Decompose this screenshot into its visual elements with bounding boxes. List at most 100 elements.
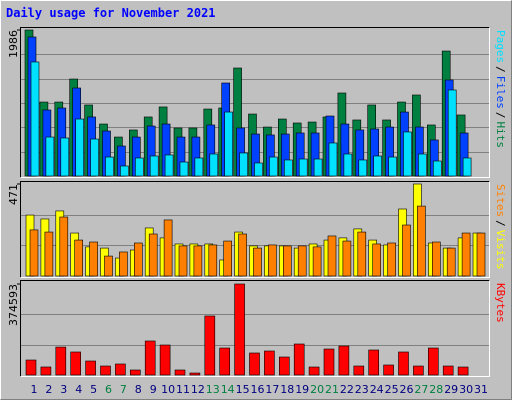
bar	[70, 351, 81, 376]
bar	[90, 138, 99, 177]
x-tick-label: 20	[310, 383, 324, 396]
bar	[209, 153, 219, 177]
legend: Pages / Files / Hits	[494, 30, 507, 148]
bar	[55, 346, 67, 376]
bar	[442, 365, 454, 376]
x-tick-label: 10	[161, 383, 175, 396]
x-tick-label: 15	[236, 383, 250, 396]
bar	[383, 364, 394, 376]
plot-border	[20, 280, 490, 377]
bar	[327, 235, 337, 277]
bar	[234, 283, 245, 376]
bar	[30, 61, 40, 177]
x-tick-label: 7	[120, 383, 127, 396]
x-tick-label: 13	[206, 383, 220, 396]
bar	[249, 352, 260, 376]
bar	[398, 351, 409, 376]
legend-entry: Sites	[494, 184, 507, 217]
plot-border	[20, 181, 490, 278]
bar	[283, 159, 293, 177]
bar	[297, 245, 307, 277]
bar	[40, 366, 52, 376]
x-tick-label: 28	[429, 383, 443, 396]
y-tick-label: 374593	[7, 284, 20, 326]
bar	[149, 155, 159, 177]
bar	[25, 359, 37, 376]
x-tick-label: 29	[444, 383, 458, 396]
bar	[189, 372, 201, 376]
bar	[268, 244, 277, 277]
bar	[372, 243, 382, 277]
plot-border	[20, 27, 490, 178]
x-tick-label: 8	[135, 383, 142, 396]
bar	[223, 240, 232, 277]
legend-separator: /	[494, 112, 507, 119]
y-tick-label: 1986	[7, 30, 20, 58]
bar	[224, 111, 233, 177]
bar	[264, 350, 275, 376]
bar	[105, 156, 114, 177]
bar	[427, 347, 439, 376]
bar	[308, 366, 320, 376]
bar	[193, 245, 203, 277]
legend-entry: Hits	[494, 122, 507, 149]
bar	[115, 363, 126, 376]
bar	[178, 245, 188, 277]
legend: KBytes	[494, 283, 507, 323]
legend-separator: /	[494, 66, 507, 73]
bar	[75, 118, 84, 177]
bar	[219, 347, 230, 376]
bar	[60, 137, 70, 177]
bar	[238, 233, 247, 277]
x-tick-label: 25	[385, 383, 399, 396]
bar	[208, 244, 218, 277]
bar	[253, 247, 262, 277]
bar	[447, 89, 457, 177]
chart-title: Daily usage for November 2021	[6, 6, 216, 20]
bar	[29, 229, 39, 277]
bar	[104, 255, 113, 277]
bar	[342, 240, 352, 277]
bar	[413, 365, 424, 376]
plot-border	[20, 280, 490, 377]
bar	[298, 158, 308, 177]
x-tick-label: 21	[325, 383, 339, 396]
x-tick-label: 3	[60, 383, 67, 396]
bar	[134, 242, 143, 277]
x-tick-label: 18	[280, 383, 294, 396]
x-tick-label: 11	[176, 383, 190, 396]
bar	[148, 233, 158, 277]
bar	[144, 340, 156, 376]
x-tick-label: 23	[355, 383, 369, 396]
bar	[461, 232, 471, 277]
bar	[418, 153, 427, 177]
bar	[44, 231, 54, 277]
bar	[353, 365, 365, 376]
x-tick-label: 27	[414, 383, 428, 396]
x-tick-label: 14	[221, 383, 235, 396]
legend-entry: Pages	[494, 30, 507, 63]
y-tick-label: 471	[7, 184, 20, 205]
x-tick-label: 6	[105, 383, 112, 396]
plot-border	[20, 27, 490, 178]
x-tick-label: 16	[251, 383, 265, 396]
bar	[282, 245, 292, 277]
bar	[417, 205, 426, 277]
bar	[194, 157, 204, 177]
x-tick-label: 9	[150, 383, 157, 396]
bar	[45, 136, 55, 177]
bar	[174, 369, 186, 376]
bar	[431, 241, 441, 277]
x-tick-label: 5	[90, 383, 97, 396]
bar	[135, 157, 144, 177]
x-tick-label: 17	[265, 383, 279, 396]
bar	[357, 231, 367, 277]
bar	[312, 246, 322, 277]
x-tick-label: 30	[459, 383, 473, 396]
bar	[254, 162, 263, 177]
legend-entry: Visits	[494, 230, 507, 270]
bar	[368, 349, 380, 376]
legend: Sites / Visits	[494, 184, 507, 270]
x-tick-label: 4	[75, 383, 82, 396]
bar	[338, 345, 350, 376]
